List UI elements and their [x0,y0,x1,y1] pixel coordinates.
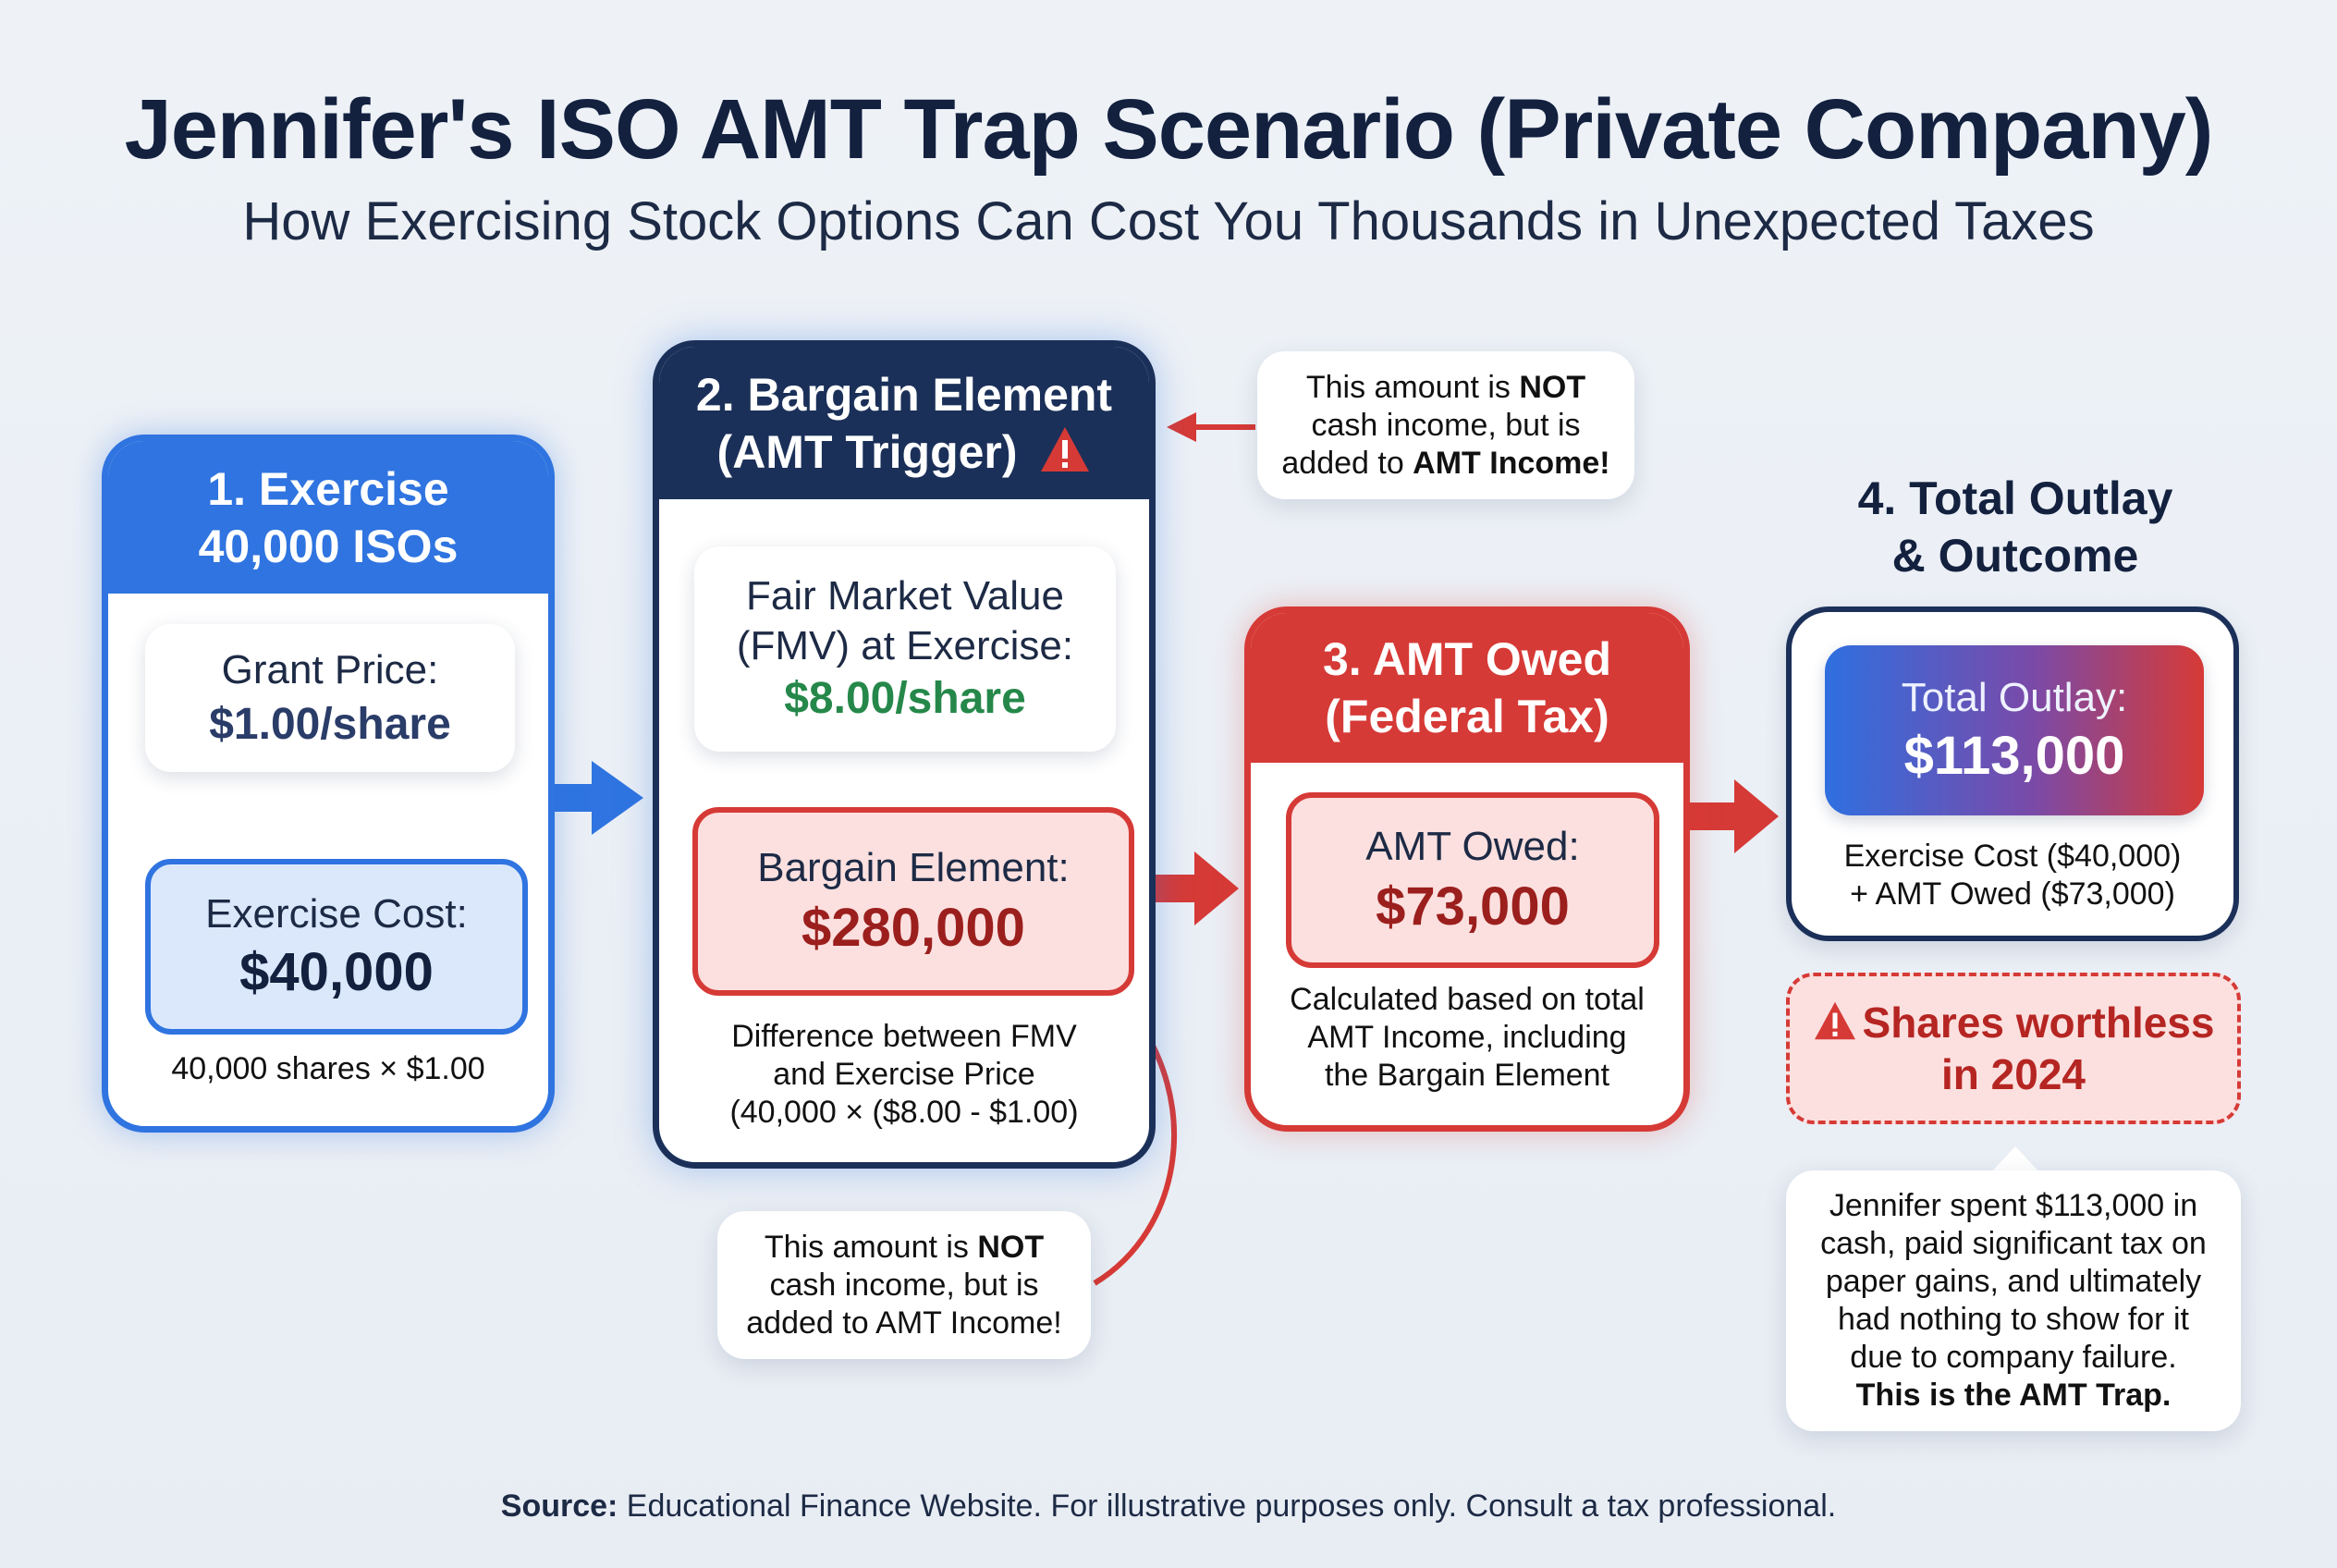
note-top-line1: This amount is [1305,369,1520,405]
note-top-not: NOT [1519,369,1586,405]
step2-heading-line1: 2. Bargain Element [695,368,1113,421]
note-bottom-line3: added to AMT Income! [746,1305,1062,1341]
page-subtitle: How Exercising Stock Options Can Cost Yo… [242,191,2095,251]
step3-desc-line1: Calculated based on total [1290,982,1645,1017]
fmv-line1: Fair Market Value [746,573,1064,619]
step2-heading-line2-wrap: (AMT Trigger) [717,423,1092,481]
source-text: Educational Finance Website. For illustr… [618,1488,1837,1524]
step3-desc-line2: AMT Income, including [1307,1020,1627,1055]
note-bottom-callout: This amount is NOT cash income, but is a… [717,1211,1091,1359]
warning-icon [1041,426,1090,472]
fmv-value: $8.00/share [784,674,1026,723]
note-bottom-line1-wrap: This amount is NOT [765,1229,1044,1267]
step4-heading: 4. Total Outlay & Outcome [1738,470,2293,584]
story-line4: had nothing to show for it [1838,1302,2189,1337]
note-bottom-not: NOT [977,1229,1045,1265]
worthless-warning-box: Shares worthless in 2024 [1786,973,2241,1124]
note-top-line3: added to [1281,445,1413,481]
arrow-note-top-icon [1167,412,1255,442]
step1-card: 1. Exercise 40,000 ISOs Grant Price: $1.… [102,435,555,1133]
story-line5: due to company failure. [1850,1340,2177,1375]
story-pointer [1989,1146,2041,1174]
step3-card: 3. AMT Owed (Federal Tax) AMT Owed: $73,… [1244,606,1690,1132]
step2-card: 2. Bargain Element (AMT Trigger) Fair Ma… [653,340,1156,1169]
story-line3: paper gains, and ultimately [1825,1264,2202,1299]
exercise-cost-label: Exercise Cost: [205,890,468,937]
amt-owed-label: AMT Owed: [1365,823,1580,869]
breakdown-line2: + AMT Owed ($73,000) [1850,876,2175,912]
total-outlay-label: Total Outlay: [1901,674,2128,720]
breakdown-line1: Exercise Cost ($40,000) [1843,839,2182,874]
amt-owed-value: $73,000 [1376,876,1570,937]
step4-heading-line2: & Outcome [1891,530,2139,582]
step2-desc-line1: Difference between FMV [731,1019,1077,1054]
fmv-box: Fair Market Value (FMV) at Exercise: $8.… [694,546,1116,752]
step4-heading-line1: 4. Total Outlay [1857,472,2173,524]
warning-icon [1814,1001,1855,1040]
note-top-line2: cash income, but is [1311,407,1581,443]
warning-line2: in 2024 [1941,1050,2086,1098]
story-callout: Jennifer spent $113,000 in cash, paid si… [1786,1170,2241,1431]
step3-desc-line3: the Bargain Element [1324,1058,1610,1093]
step2-header: 2. Bargain Element (AMT Trigger) [659,347,1149,499]
step3-description: Calculated based on total AMT Income, in… [1251,981,1683,1095]
source-label: Source: [500,1488,618,1524]
note-top-callout: This amount is NOT cash income, but is a… [1257,351,1634,499]
step3-heading-line1: 3. AMT Owed [1322,633,1612,685]
step1-heading-line1: 1. Exercise [207,462,449,515]
grant-price-label: Grant Price: [221,646,439,692]
total-outlay-value: $113,000 [1903,725,2125,786]
outlay-breakdown: Exercise Cost ($40,000) + AMT Owed ($73,… [1792,838,2233,913]
step2-description: Difference between FMV and Exercise Pric… [659,1018,1149,1132]
bargain-element-box: Bargain Element: $280,000 [692,807,1134,996]
arrow-step1-to-step2-icon [553,761,643,835]
amt-owed-box: AMT Owed: $73,000 [1286,792,1659,968]
story-line1: Jennifer spent $113,000 in [1829,1188,2198,1223]
fmv-line2: (FMV) at Exercise: [736,623,1074,668]
step2-desc-line3: (40,000 × ($8.00 - $1.00) [729,1095,1079,1130]
step3-heading-line2: (Federal Tax) [1325,691,1609,742]
note-top-amt: AMT Income! [1413,445,1610,481]
story-line2: cash, paid significant tax on [1820,1226,2207,1261]
grant-price-value: $1.00/share [209,699,451,749]
story-line6: This is the AMT Trap. [1855,1378,2172,1413]
step1-header: 1. Exercise 40,000 ISOs [108,441,548,594]
arrow-step3-to-step4-icon [1688,779,1779,853]
step3-header: 3. AMT Owed (Federal Tax) [1251,613,1683,763]
warning-line1-wrap: Shares worthless [1813,997,2215,1048]
step1-heading-line2: 40,000 ISOs [198,520,459,572]
page-title: Jennifer's ISO AMT Trap Scenario (Privat… [124,82,2214,177]
note-top-line3-wrap: added to AMT Income! [1281,445,1609,483]
step2-desc-line2: and Exercise Price [773,1057,1035,1092]
bargain-element-value: $280,000 [801,897,1025,958]
note-top-line1-wrap: This amount is NOT [1306,369,1585,407]
step2-heading-line2: (AMT Trigger) [716,425,1018,478]
footer-source: Source: Educational Finance Website. For… [0,1488,2337,1525]
step4-card: Total Outlay: $113,000 Exercise Cost ($4… [1786,606,2239,941]
step1-formula: 40,000 shares × $1.00 [171,1051,485,1086]
exercise-cost-box: Exercise Cost: $40,000 [145,859,528,1035]
warning-line1: Shares worthless [1862,998,2215,1047]
grant-price-box: Grant Price: $1.00/share [145,624,515,772]
total-outlay-box: Total Outlay: $113,000 [1825,645,2204,815]
bargain-element-label: Bargain Element: [757,844,1070,890]
note-bottom-line1: This amount is [764,1229,978,1265]
exercise-cost-value: $40,000 [239,941,434,1002]
note-bottom-line2: cash income, but is [769,1267,1039,1303]
